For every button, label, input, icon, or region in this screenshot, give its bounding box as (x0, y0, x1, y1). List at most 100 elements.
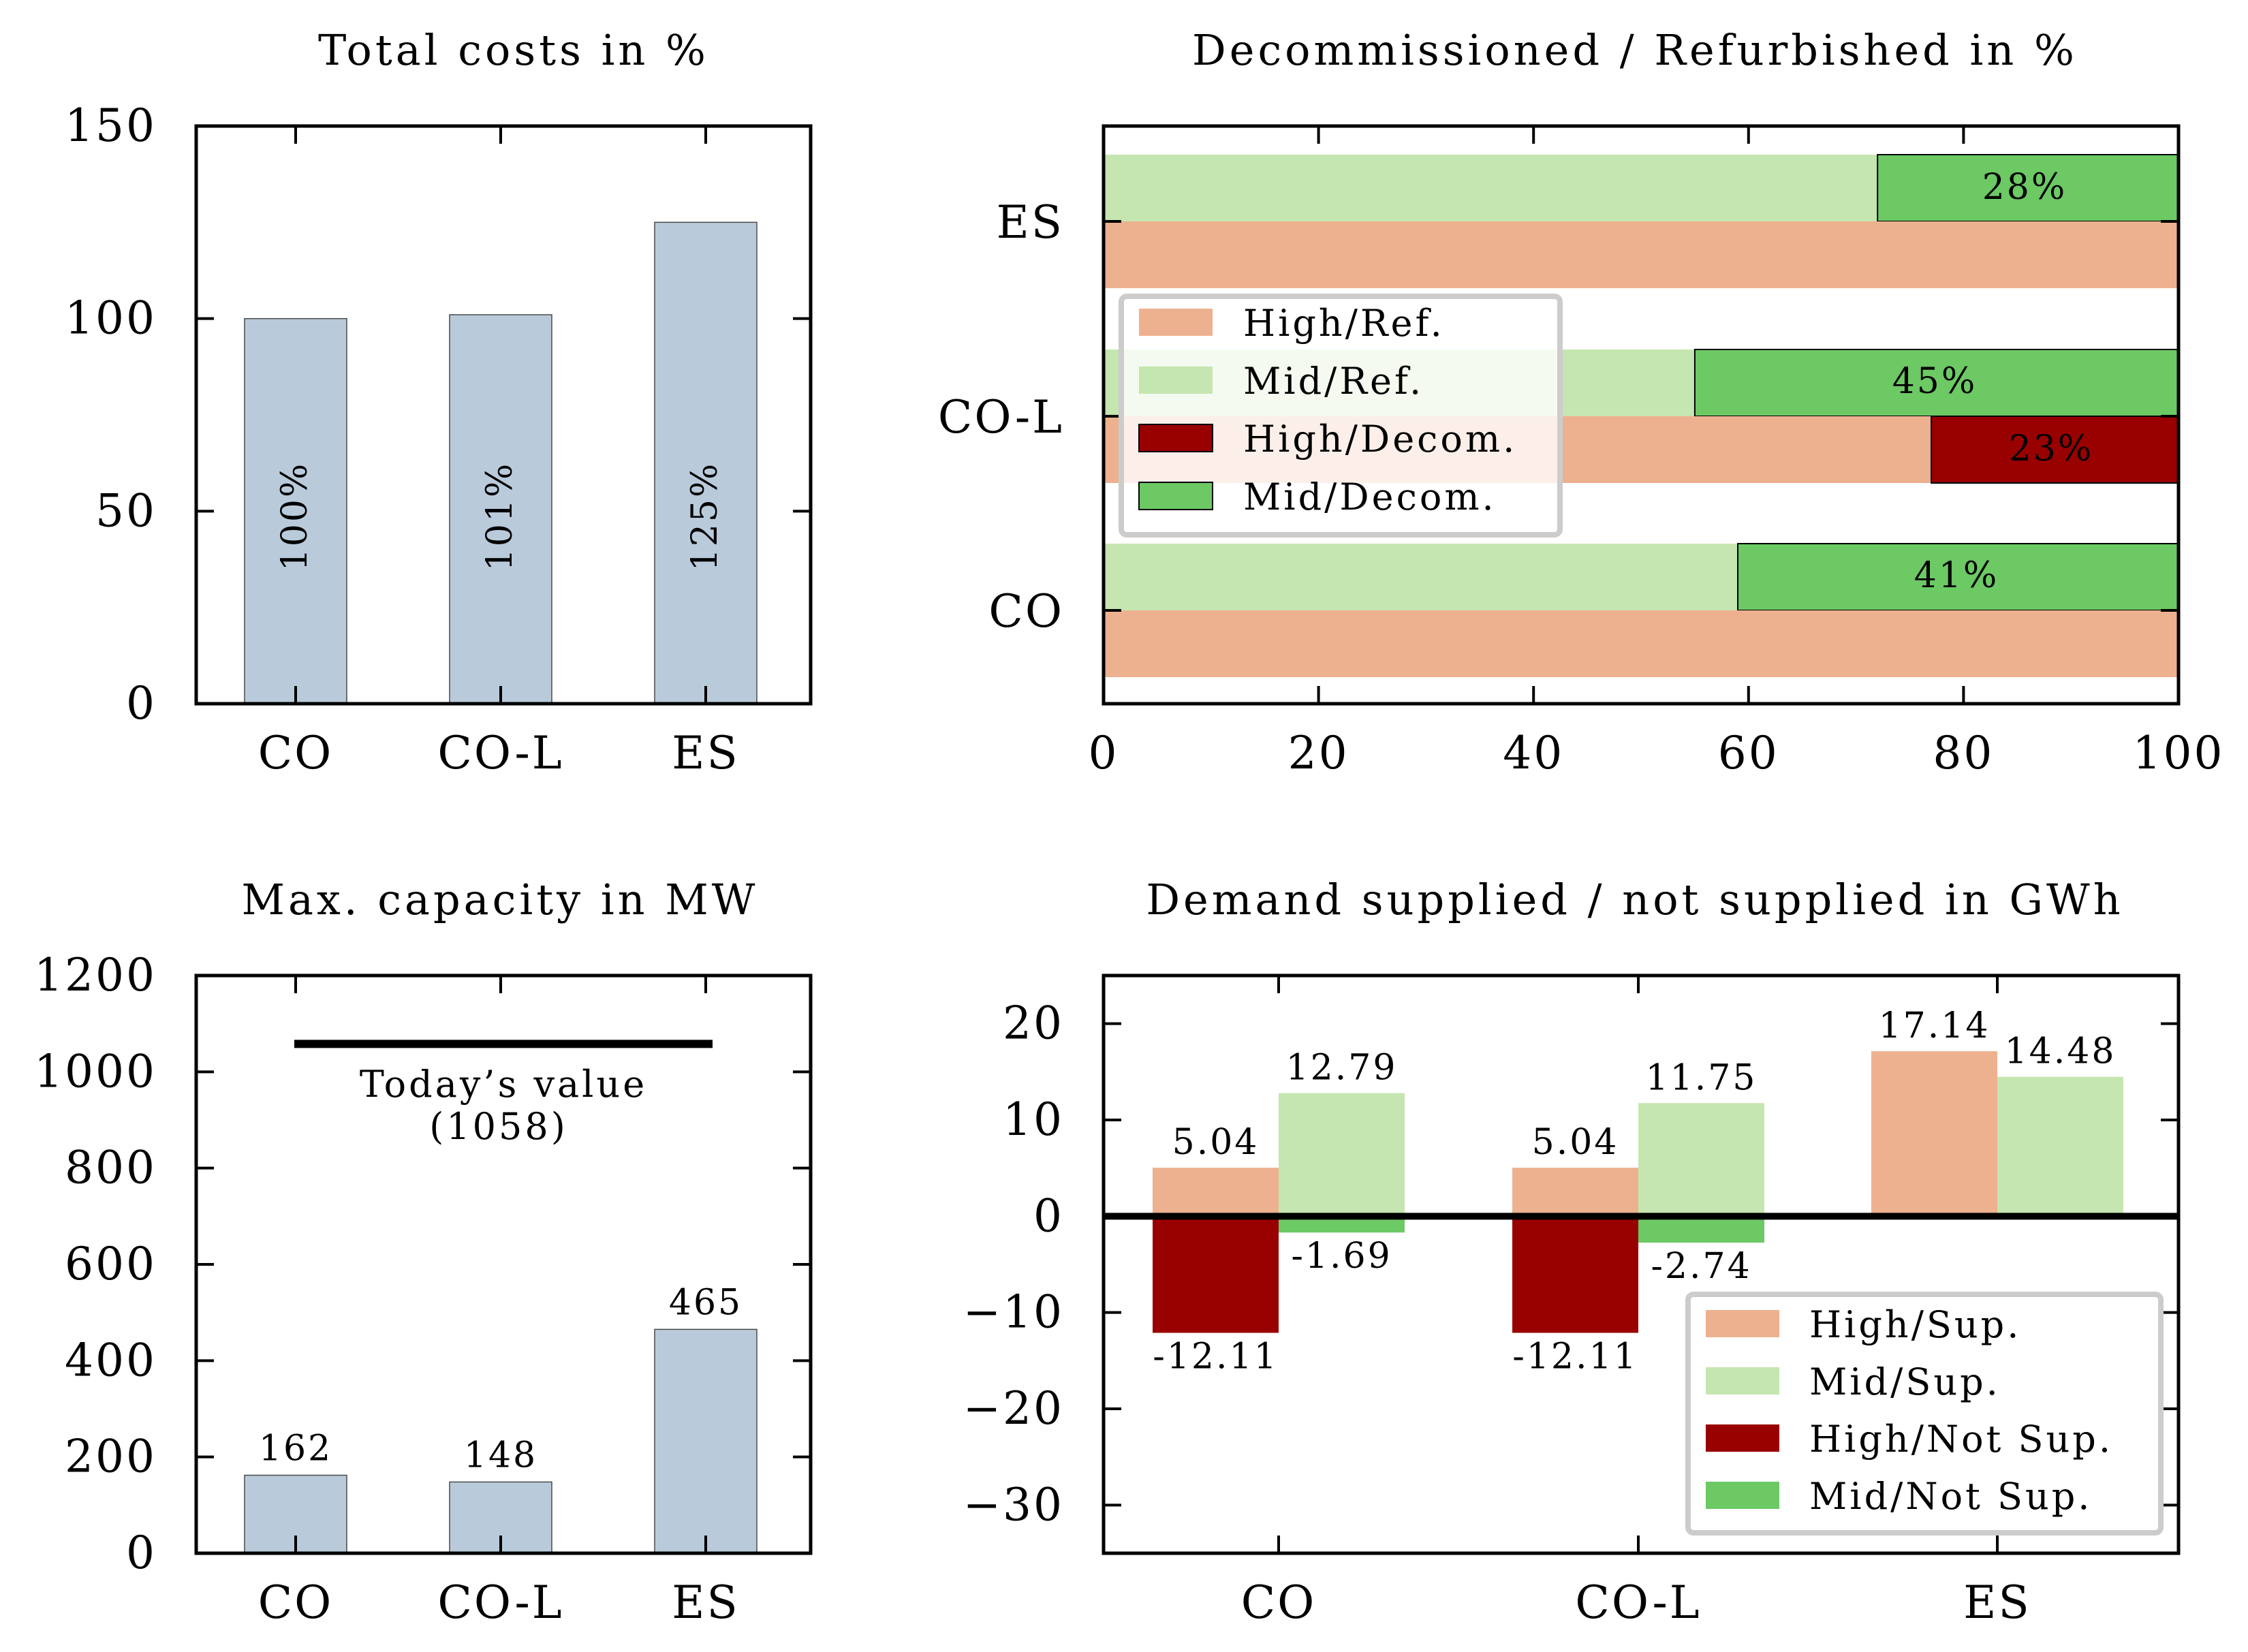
legend-swatch-high-not-sup- (1706, 1424, 1779, 1452)
y-tick-label: 1000 (34, 1045, 157, 1097)
cost-bar-es (654, 221, 758, 704)
x-tick-label: ES (1963, 1576, 2031, 1629)
x-tick-label: CO-L (1575, 1576, 1701, 1629)
x-tick-label: CO (1241, 1576, 1317, 1629)
demand-legend-box (1685, 1292, 2164, 1536)
demand-panel: Demand supplied / not supplied in GWh 5.… (963, 875, 2181, 1629)
total-costs-title: Total costs in % (318, 25, 709, 75)
high-sup-label: 5.04 (1532, 1122, 1619, 1163)
cost-bar-label: 125% (685, 462, 725, 572)
legend-label: High/Decom. (1243, 418, 1517, 461)
legend-swatch-high-sup- (1706, 1310, 1779, 1337)
x-tick-label: CO (258, 1576, 334, 1629)
x-tick-label: CO-L (437, 1576, 563, 1629)
decommissioned-panel: Decommissioned / Refurbished in % 41% 45%… (938, 25, 2225, 779)
high-notsup-bar-co (1153, 1216, 1279, 1333)
mid-decom-bar-co (1737, 543, 2179, 611)
high-sup-label: 5.04 (1172, 1122, 1260, 1163)
y-tick-label: 10 (1003, 1093, 1064, 1146)
legend-label: Mid/Not Sup. (1809, 1475, 2092, 1518)
y-tick-label: 20 (1003, 997, 1064, 1050)
cost-bar-co (244, 317, 347, 704)
decom-label-co-mid: 41% (1914, 555, 1999, 596)
legend-swatch-mid-ref- (1139, 367, 1213, 394)
mid-ref-bar-co (1104, 544, 1738, 610)
cost-bar-label: 101% (480, 462, 520, 572)
x-tick-label: 60 (1718, 727, 1779, 779)
y-tick-label: 0 (1033, 1189, 1064, 1242)
max-capacity-panel: Max. capacity in MW 162 148 465 0 200 400 600… (34, 875, 813, 1629)
todays-value-label: Today’s value (360, 1063, 647, 1106)
legend-swatch-high-ref- (1139, 309, 1213, 336)
decommissioned-title: Decommissioned / Refurbished in % (1192, 25, 2078, 75)
x-tick-label: 0 (1089, 727, 1119, 779)
legend-swatch-mid-not-sup- (1706, 1482, 1779, 1509)
y-tick-label: CO (988, 585, 1064, 638)
cost-bar-co-l (449, 314, 552, 704)
y-tick-label: 800 (65, 1142, 157, 1194)
y-tick-label: 1200 (34, 949, 157, 1001)
y-tick-label: −30 (963, 1478, 1064, 1531)
y-tick-label: 200 (65, 1431, 157, 1483)
y-tick-label: −10 (963, 1286, 1064, 1339)
y-tick-label: 600 (65, 1238, 157, 1290)
mid-notsup-bar-co-l (1638, 1216, 1764, 1243)
x-tick-label: CO (258, 727, 334, 779)
x-tick-label: ES (672, 1576, 739, 1629)
legend-label: Mid/Sup. (1809, 1360, 2001, 1403)
mid-sup-label: 14.48 (2005, 1031, 2117, 1072)
x-tick-label: 80 (1933, 727, 1994, 779)
cost-bar-label: 100% (275, 462, 315, 572)
y-tick-label: 150 (65, 99, 157, 152)
y-tick-label: 100 (65, 292, 157, 345)
capacity-bar-label: 148 (464, 1435, 537, 1476)
y-tick-label: ES (997, 196, 1064, 249)
legend-swatch-mid-sup- (1706, 1367, 1779, 1394)
demand-axes-frame (1102, 973, 2181, 1555)
legend-label: High/Ref. (1243, 302, 1445, 345)
high-sup-bar-co-l (1512, 1168, 1638, 1217)
mid-notsup-label: -1.69 (1291, 1236, 1392, 1277)
legend-label: Mid/Ref. (1243, 360, 1424, 403)
legend-label: High/Sup. (1809, 1303, 2021, 1346)
mid-sup-label: 11.75 (1646, 1057, 1758, 1098)
capacity-bar-label: 162 (259, 1429, 332, 1469)
decommissioned-legend-box (1119, 294, 1563, 537)
high-sup-bar-es (1871, 1051, 1997, 1217)
max-capacity-axes-frame (194, 973, 813, 1555)
mid-decom-bar-co-l (1693, 349, 2179, 417)
decom-label-col-high: 23% (2009, 428, 2094, 469)
total-costs-axes-frame (194, 124, 813, 706)
decom-label-col-mid: 45% (1892, 361, 1978, 402)
x-tick-label: CO-L (437, 727, 563, 779)
high-decom-bar-co-l (1931, 416, 2180, 484)
mid-decom-bar-es (1877, 154, 2179, 222)
mid-notsup-label: -2.74 (1651, 1246, 1751, 1287)
mid-sup-bar-co-l (1638, 1103, 1764, 1217)
x-tick-label: ES (672, 727, 739, 779)
capacity-bar-es (654, 1328, 758, 1554)
high-notsup-label: -12.11 (1153, 1336, 1278, 1377)
x-tick-label: 20 (1288, 727, 1349, 779)
decom-label-es-mid: 28% (1982, 167, 2067, 208)
legend-swatch-mid-decom- (1138, 482, 1213, 510)
y-tick-label: 400 (65, 1334, 157, 1386)
y-tick-label: CO-L (938, 391, 1064, 443)
y-tick-label: −20 (963, 1382, 1064, 1435)
capacity-bar-label: 465 (669, 1282, 743, 1323)
legend-label: High/Not Sup. (1809, 1418, 2113, 1461)
x-tick-label: 100 (2133, 727, 2225, 779)
mid-sup-bar-es (1997, 1076, 2123, 1217)
demand-title: Demand supplied / not supplied in GWh (1146, 875, 2123, 924)
mid-notsup-bar-co (1279, 1216, 1405, 1233)
x-tick-label: 40 (1503, 727, 1564, 779)
max-capacity-title: Max. capacity in MW (241, 875, 758, 924)
y-tick-label: 0 (126, 677, 157, 730)
high-sup-label: 17.14 (1879, 1006, 1991, 1046)
y-tick-label: 50 (95, 484, 157, 537)
high-notsup-bar-co-l (1512, 1216, 1638, 1333)
total-costs-panel: Total costs in % 100% 101% 125% 050100150 … (65, 25, 813, 779)
y-tick-label: 0 (126, 1527, 157, 1579)
demand-legend: High/Sup. Mid/Sup. High/Not Sup. Mid/Not Su… (1685, 1292, 2164, 1536)
